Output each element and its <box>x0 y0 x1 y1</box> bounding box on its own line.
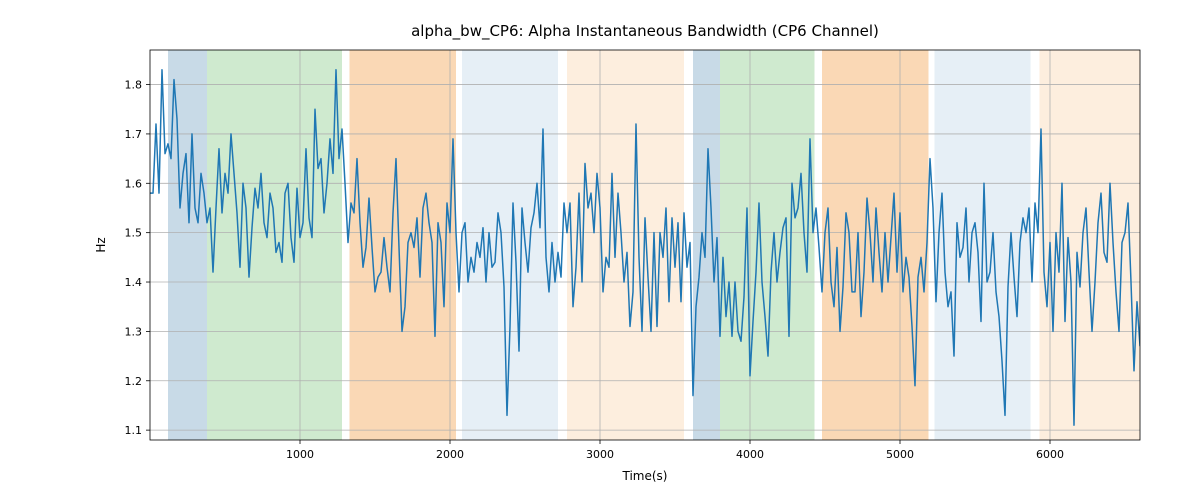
chart-container: 1000 2000 3000 4000 5000 6000 1.1 1.2 1.3 1.4 1.5 1… <box>0 0 1200 500</box>
x-axis-label: Time(s) <box>622 469 668 483</box>
y-tick-label: 1.4 <box>125 276 143 289</box>
y-tick-label: 1.5 <box>125 227 143 240</box>
y-tick-label: 1.3 <box>125 325 143 338</box>
line-chart: 1000 2000 3000 4000 5000 6000 1.1 1.2 1.3 1.4 1.5 1… <box>0 0 1200 500</box>
x-tick-label: 3000 <box>586 448 614 461</box>
region-band <box>207 50 342 440</box>
x-tick-label: 4000 <box>736 448 764 461</box>
y-axis-label: Hz <box>94 237 108 252</box>
region-band <box>720 50 815 440</box>
y-tick-label: 1.6 <box>125 177 143 190</box>
region-band <box>168 50 207 440</box>
x-tick-label: 6000 <box>1036 448 1064 461</box>
y-tick-label: 1.7 <box>125 128 143 141</box>
x-tick-label: 1000 <box>286 448 314 461</box>
region-band <box>1040 50 1141 440</box>
x-tick-label: 2000 <box>436 448 464 461</box>
y-tick-label: 1.2 <box>125 375 143 388</box>
chart-title: alpha_bw_CP6: Alpha Instantaneous Bandwi… <box>411 22 879 41</box>
y-tick-label: 1.8 <box>125 79 143 92</box>
y-tick-label: 1.1 <box>125 424 143 437</box>
x-tick-label: 5000 <box>886 448 914 461</box>
